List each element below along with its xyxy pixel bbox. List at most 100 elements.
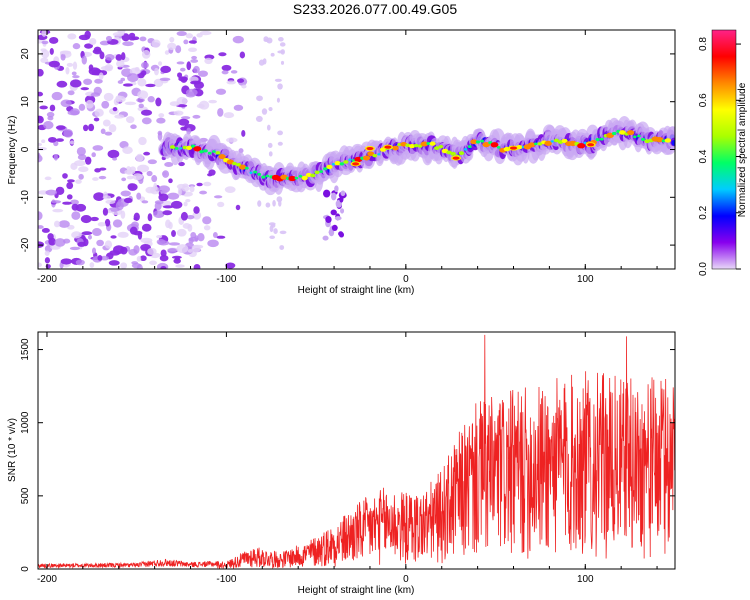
ridge-hotspot — [334, 160, 341, 166]
colorbar-gradient — [711, 29, 737, 270]
ridge-hotspot — [467, 145, 472, 149]
noise-blob — [60, 53, 66, 61]
noise-blob — [159, 254, 169, 262]
noise-blob — [71, 231, 82, 239]
noise-blob — [81, 231, 93, 235]
noise-blob — [224, 186, 236, 194]
noise-blob — [278, 199, 282, 207]
ridge-hotspot — [475, 140, 481, 144]
noise-blob — [171, 200, 183, 209]
ridge-hotspot — [392, 145, 399, 151]
noise-blob — [72, 61, 78, 70]
ridge-hotspot — [470, 139, 478, 145]
noise-blob — [191, 55, 198, 60]
noise-blob — [75, 259, 85, 266]
noise-blob — [154, 201, 162, 211]
ridge-tail — [340, 190, 346, 197]
noise-blob — [104, 131, 113, 136]
noise-blob — [140, 243, 151, 251]
noise-blob — [92, 177, 99, 181]
noise-blob — [156, 117, 166, 124]
noise-blob — [176, 31, 187, 37]
noise-blob — [168, 221, 173, 230]
noise-blob — [127, 73, 139, 83]
noise-blob — [186, 214, 195, 220]
colorbar-tick-label: 0.8 — [698, 37, 709, 51]
noise-blob — [169, 101, 180, 107]
ridge-hotspot — [182, 145, 188, 150]
noise-blob — [221, 64, 232, 72]
noise-blob — [104, 240, 113, 249]
noise-blob — [102, 119, 111, 127]
noise-blob — [174, 256, 180, 261]
spectrogram-y-axis-title: Frequency (Hz) — [7, 116, 18, 185]
ridge-hotspot — [372, 153, 378, 158]
noise-blob — [187, 249, 194, 253]
noise-blob — [69, 246, 80, 251]
ridge-hotspot — [305, 172, 312, 177]
ridge-hotspot — [226, 159, 234, 165]
snr-x-tick-label: -100 — [216, 574, 236, 585]
noise-blob — [261, 108, 268, 115]
noise-blob — [199, 190, 208, 195]
noise-blob — [176, 244, 189, 254]
noise-blob — [81, 55, 87, 65]
noise-blob — [131, 261, 138, 265]
snr-x-tick-label: 0 — [403, 574, 409, 585]
noise-blob — [196, 182, 203, 187]
ridge-tail — [334, 216, 342, 221]
ridge-hotspot — [606, 132, 614, 138]
noise-blob — [132, 173, 143, 181]
noise-blob — [237, 78, 245, 83]
noise-blob — [97, 222, 106, 227]
noise-blob — [151, 175, 158, 183]
ridge-tail — [330, 209, 337, 216]
ridge-hotspot — [294, 176, 299, 180]
noise-blob — [130, 124, 137, 130]
noise-blob — [277, 130, 283, 136]
noise-blob — [98, 167, 107, 171]
ridge-hotspot — [249, 171, 253, 174]
ridge-hotspot — [537, 142, 543, 146]
noise-blob — [112, 32, 125, 37]
noise-blob — [182, 223, 191, 229]
noise-blob — [267, 142, 273, 149]
noise-blob — [167, 248, 177, 254]
noise-blob — [69, 140, 75, 145]
noise-blob — [225, 262, 236, 269]
noise-blob — [257, 200, 262, 207]
ridge-hotspot — [619, 130, 626, 135]
snr-x-tick-label: -200 — [37, 574, 57, 585]
noise-blob — [120, 262, 128, 269]
noise-blob — [67, 90, 75, 96]
spectrogram-x-axis-title: Height of straight line (km) — [298, 285, 415, 296]
noise-blob — [96, 239, 104, 247]
ridge-hotspot — [339, 162, 345, 166]
noise-blob — [120, 210, 126, 219]
noise-blob — [269, 225, 274, 233]
ridge-tail — [330, 192, 337, 201]
noise-blob — [153, 210, 165, 218]
ridge-hotspot — [413, 143, 419, 148]
noise-blob — [113, 98, 119, 106]
noise-blob — [63, 129, 73, 138]
noise-blob — [185, 88, 198, 97]
ridge-hotspot — [408, 144, 415, 149]
noise-blob — [71, 203, 79, 211]
noise-blob — [74, 160, 86, 167]
noise-blob — [141, 200, 149, 204]
noise-blob — [78, 173, 84, 180]
snr-x-ticks: -200 -100 0 100 — [37, 332, 658, 585]
noise-blob — [83, 78, 93, 85]
noise-blob — [99, 51, 105, 60]
noise-blob — [120, 190, 131, 197]
noise-blob — [186, 61, 192, 71]
noise-blob — [94, 168, 101, 173]
noise-blob — [49, 104, 56, 112]
noise-blob — [192, 114, 201, 119]
noise-blob — [279, 42, 286, 47]
noise-blob — [277, 141, 283, 146]
noise-blob — [44, 257, 51, 264]
colorbar-tick-label: 0.2 — [698, 205, 709, 219]
